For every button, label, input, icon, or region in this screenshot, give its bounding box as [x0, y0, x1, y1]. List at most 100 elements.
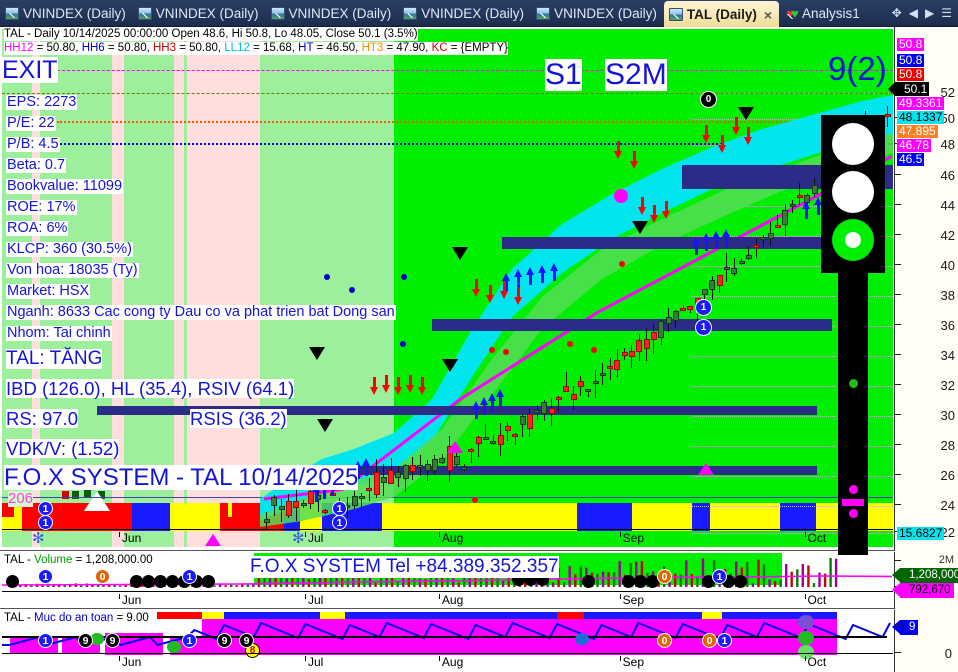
- tab-vnindex-5[interactable]: VNINDEX (Daily): [531, 0, 664, 27]
- tick-label: 32: [940, 378, 955, 393]
- fundamental-3: Beta: 0.7: [6, 157, 67, 174]
- sell-arrow-down: [718, 145, 726, 153]
- buy-arrow-up: [550, 263, 558, 271]
- indicator-panel[interactable]: Jun Jul Aug Sep Oct 1 9 9 1 9 9 0 0 1 8 TAL - Muc do …: [0, 610, 958, 672]
- candle-body: [519, 416, 526, 425]
- candle-body: [614, 360, 621, 370]
- sell-arrow-stem: [420, 377, 424, 387]
- tick-mark: [895, 474, 901, 475]
- signal-dot: [503, 349, 509, 355]
- tick-label: 38: [940, 288, 955, 303]
- band-9: [187, 29, 260, 547]
- candle-body: [395, 471, 402, 478]
- volume-panel[interactable]: Jun Jul Aug Sep Oct 1 0 1 0 1 TAL - Volume = 1,20…: [0, 552, 958, 609]
- price-level-tag-7[interactable]: 46.5: [897, 152, 925, 166]
- ribbon-seg-0-6: [228, 503, 232, 517]
- close-icon[interactable]: ×: [763, 6, 773, 23]
- volume-axis-tag-0[interactable]: 1,208,000: [892, 568, 958, 583]
- month-label: Oct: [804, 655, 827, 669]
- tick-mark: [895, 294, 901, 295]
- band-6: [124, 29, 174, 547]
- tab-tal-daily[interactable]: TAL (Daily) ×: [663, 1, 780, 28]
- distribution-triangle: [442, 359, 458, 372]
- move-icon[interactable]: ✥: [891, 6, 902, 20]
- volume-axis[interactable]: 2M 1,208,000 792,670: [892, 552, 958, 609]
- axis-signal-bubble: 1: [332, 501, 347, 516]
- price-level-tag-2[interactable]: 50.8: [897, 67, 925, 81]
- price-level-tag-3[interactable]: 49.3361: [897, 96, 945, 110]
- buy-arrow-stem: [540, 273, 544, 283]
- pole-dot-magenta-top: [849, 485, 858, 494]
- distribution-triangle: [317, 419, 333, 432]
- candle-body: [322, 509, 329, 513]
- candle-body: [687, 306, 694, 310]
- month-label: Jun: [118, 655, 142, 669]
- price-level-tag-1[interactable]: 50.8: [897, 53, 925, 67]
- candle-body: [300, 502, 307, 506]
- ribbon-seg-0-14: [632, 503, 692, 517]
- indicator-axis-zero: 0: [944, 646, 952, 661]
- lamp-amber-off: [832, 171, 874, 213]
- price-level-tag-4[interactable]: 48.1337: [897, 110, 945, 124]
- level-token: HH12: [4, 42, 34, 54]
- prev-tab-icon[interactable]: ◀: [908, 6, 918, 20]
- signal-dot: [401, 274, 407, 280]
- indicator-line: [2, 621, 891, 647]
- candle-body: [702, 289, 708, 295]
- candle-body: [607, 366, 614, 370]
- buy-arrow-stem: [724, 237, 728, 247]
- indicator-signal-bubble: 0: [657, 633, 672, 648]
- candle-body: [417, 465, 424, 469]
- buy-arrow-up: [488, 393, 496, 401]
- sell-arrow-down: [418, 387, 426, 395]
- candle-body: [731, 268, 738, 274]
- buy-arrow-up: [722, 229, 730, 237]
- volume-axis-tag-1[interactable]: 792,670: [892, 583, 954, 598]
- open-triangle-1: [84, 491, 110, 511]
- price-gridline-14: [692, 506, 893, 507]
- price-axis[interactable]: 52 50 48 46 44 42 40 38 36 34 32 30 28 26 24 22 50.8 50.8…: [887, 27, 958, 551]
- level-token: = {EMPTY}: [447, 42, 508, 54]
- candle-body: [431, 459, 438, 472]
- candle-body: [643, 338, 650, 349]
- candle-wick: [631, 345, 633, 369]
- tab-analysis1[interactable]: ♥♥ Analysis1: [779, 0, 867, 27]
- ht-line: [57, 143, 893, 145]
- tab-vnindex-1[interactable]: VNINDEX (Daily): [0, 0, 133, 27]
- tab-vnindex-2[interactable]: VNINDEX (Daily): [133, 0, 266, 27]
- navy-zone-4: [97, 406, 817, 415]
- buy-arrow-stem: [816, 205, 820, 215]
- price-level-tag-5[interactable]: 47.895: [897, 124, 938, 138]
- price-level-tag-8[interactable]: 15.6827: [897, 526, 945, 540]
- sell-arrow-down: [514, 297, 522, 305]
- buy-arrow-stem: [474, 409, 478, 419]
- tab-list-icon[interactable]: ☰: [941, 6, 952, 20]
- price-tick-row-3: 46: [895, 168, 958, 183]
- month-label: Oct: [804, 531, 827, 545]
- indicator-axis-tag[interactable]: 9: [892, 620, 919, 635]
- tick-label: 24: [940, 498, 955, 513]
- tab-vnindex-4[interactable]: VNINDEX (Daily): [398, 0, 531, 27]
- buy-arrow-up: [538, 265, 546, 273]
- buy-arrow-up: [802, 201, 810, 209]
- candle-body: [285, 501, 292, 517]
- tab-vnindex-3[interactable]: VNINDEX (Daily): [266, 0, 399, 27]
- candle-wick: [565, 372, 567, 392]
- current-price-tag[interactable]: 50.1: [887, 82, 930, 96]
- candle-body: [680, 308, 687, 312]
- indicator-plot-area[interactable]: Jun Jul Aug Sep Oct 1 9 9 1 9 9 0 0 1 8: [2, 611, 893, 671]
- candle-wick: [514, 432, 516, 445]
- tag-arrow: [892, 620, 900, 634]
- price-gridline-12: [692, 446, 893, 447]
- price-level-tag-6[interactable]: 46.78: [897, 138, 932, 152]
- candle-body: [636, 339, 643, 353]
- chart-signal-badge: 0: [700, 91, 717, 108]
- tick-label: 46: [940, 168, 955, 183]
- rsis-label: RSIS (36.2): [190, 408, 287, 429]
- sell-arrow-stem: [408, 375, 412, 385]
- price-tick-row-7: 38: [895, 288, 958, 303]
- next-tab-icon[interactable]: ▶: [925, 6, 935, 20]
- price-level-tag-0[interactable]: 50.8: [897, 37, 925, 51]
